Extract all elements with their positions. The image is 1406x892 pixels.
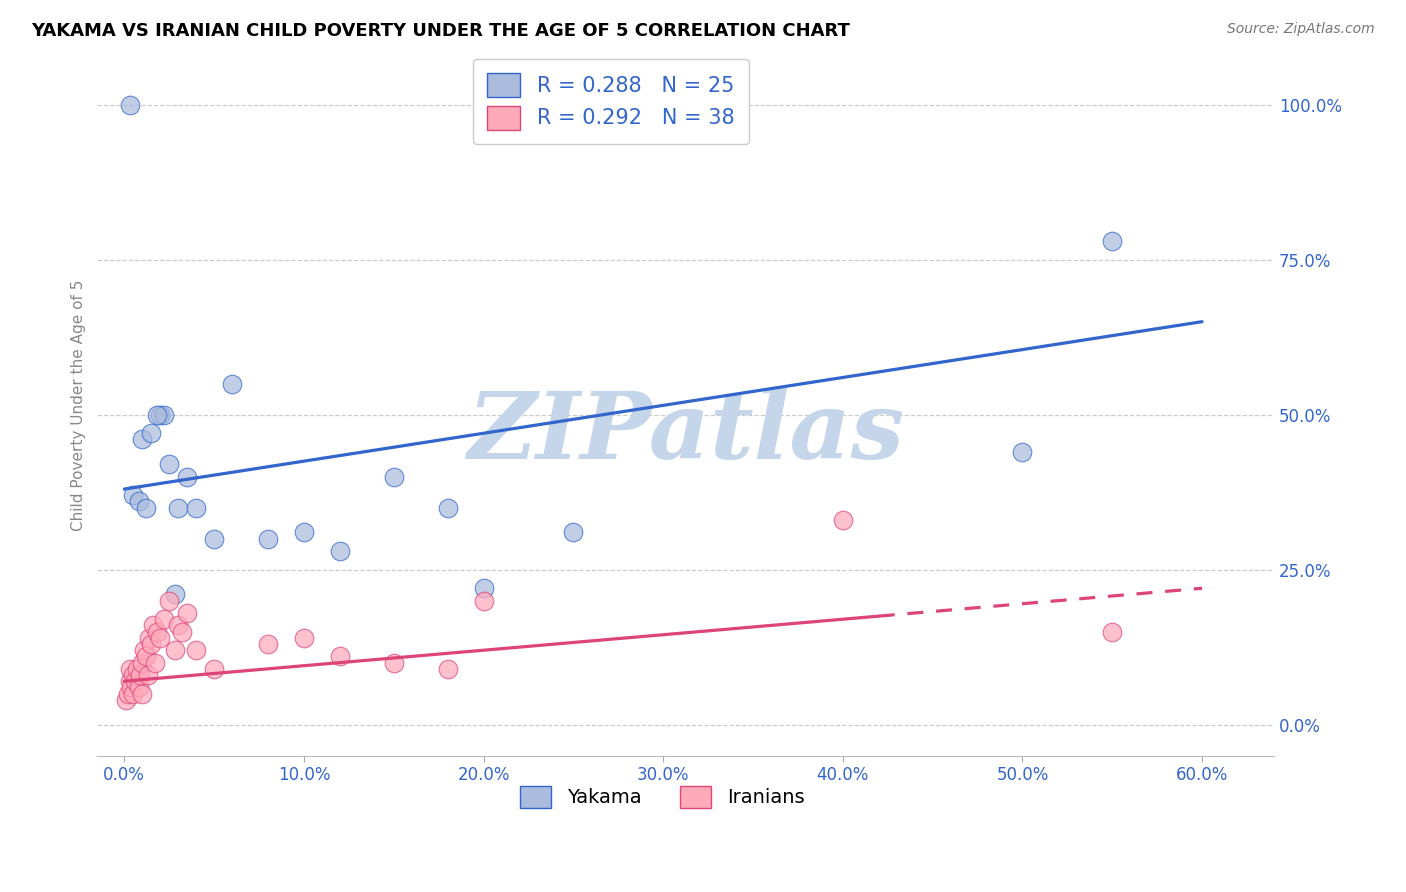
Point: [121, 681, 143, 695]
Y-axis label: Child Poverty Under the Age of 5: Child Poverty Under the Age of 5: [72, 280, 86, 531]
Point: [136, 668, 159, 682]
Point: [117, 687, 139, 701]
Point: [292, 631, 315, 645]
Text: ZIPatlas: ZIPatlas: [467, 388, 904, 478]
Point: [141, 426, 163, 441]
Point: [1011, 445, 1033, 459]
Point: [167, 618, 190, 632]
Point: [145, 624, 167, 639]
Point: [472, 593, 495, 607]
Point: [115, 693, 138, 707]
Point: [143, 656, 166, 670]
Point: [163, 587, 186, 601]
Point: [436, 500, 458, 515]
Point: [167, 500, 190, 515]
Point: [176, 469, 198, 483]
Text: Source: ZipAtlas.com: Source: ZipAtlas.com: [1227, 22, 1375, 37]
Point: [329, 544, 352, 558]
Point: [163, 643, 186, 657]
Point: [1101, 234, 1123, 248]
Point: [436, 662, 458, 676]
Point: [221, 376, 243, 391]
Point: [122, 488, 145, 502]
Point: [153, 612, 176, 626]
Point: [1101, 624, 1123, 639]
Point: [176, 606, 198, 620]
Point: [472, 581, 495, 595]
Point: [118, 662, 141, 676]
Point: [122, 687, 145, 701]
Point: [562, 525, 585, 540]
Point: [131, 687, 153, 701]
Point: [122, 668, 145, 682]
Point: [118, 97, 141, 112]
Point: [145, 408, 167, 422]
Point: [157, 457, 180, 471]
Point: [186, 643, 208, 657]
Point: [124, 674, 146, 689]
Point: [125, 662, 148, 676]
Point: [202, 532, 225, 546]
Point: [118, 674, 141, 689]
Point: [170, 624, 193, 639]
Point: [128, 681, 150, 695]
Point: [138, 631, 160, 645]
Point: [202, 662, 225, 676]
Point: [135, 649, 157, 664]
Point: [329, 649, 352, 664]
Point: [131, 433, 153, 447]
Point: [149, 408, 172, 422]
Legend: Yakama, Iranians: Yakama, Iranians: [512, 778, 813, 816]
Point: [382, 469, 405, 483]
Text: YAKAMA VS IRANIAN CHILD POVERTY UNDER THE AGE OF 5 CORRELATION CHART: YAKAMA VS IRANIAN CHILD POVERTY UNDER TH…: [31, 22, 849, 40]
Point: [257, 637, 280, 651]
Point: [257, 532, 280, 546]
Point: [129, 668, 152, 682]
Point: [186, 500, 208, 515]
Point: [149, 631, 172, 645]
Point: [831, 513, 853, 527]
Point: [292, 525, 315, 540]
Point: [157, 593, 180, 607]
Point: [131, 656, 153, 670]
Point: [142, 618, 165, 632]
Point: [141, 637, 163, 651]
Point: [382, 656, 405, 670]
Point: [132, 643, 155, 657]
Point: [128, 494, 150, 508]
Point: [135, 500, 157, 515]
Point: [153, 408, 176, 422]
